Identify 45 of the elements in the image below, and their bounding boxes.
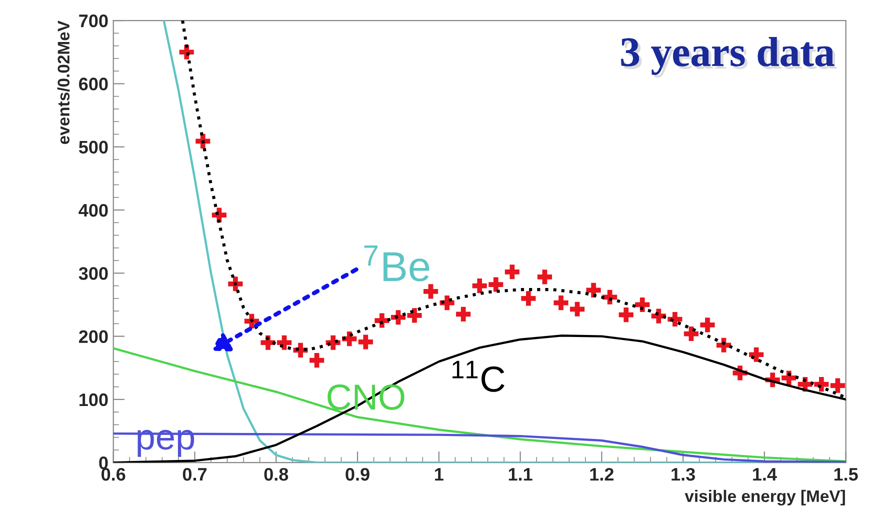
y-tick-label: 600 — [79, 78, 108, 90]
point — [684, 326, 698, 342]
y-tick-label: 300 — [78, 267, 108, 280]
point — [358, 334, 373, 350]
point — [423, 284, 438, 299]
y-axis-title: events/0.02MeV — [57, 20, 70, 144]
y-tick-label: 700 — [79, 14, 108, 28]
x-axis-title: visible energy [MeV] — [684, 490, 845, 506]
x-tick-label: 0.6 — [102, 468, 126, 481]
point — [504, 264, 520, 280]
x-tick-label: 1.2 — [590, 468, 614, 481]
point — [814, 377, 829, 392]
point — [276, 335, 292, 350]
point — [472, 278, 487, 294]
point — [310, 353, 324, 368]
y-tick-label: 100 — [80, 393, 108, 406]
y-tick-label: 0 — [99, 456, 108, 470]
y-tick-label: 200 — [79, 330, 108, 344]
x-tick-label: 0.9 — [346, 468, 370, 481]
point — [570, 302, 585, 316]
point — [554, 296, 568, 310]
point — [700, 318, 715, 332]
series-label: $^{11}$C — [452, 360, 504, 392]
x-tick-label: 1 — [435, 468, 444, 481]
x-tick-label: 1.4 — [753, 468, 777, 481]
y-tick-label: 500 — [78, 140, 108, 154]
x-tick-label: 0.8 — [264, 468, 288, 481]
point — [407, 308, 422, 323]
text: $^{7}$Be — [364, 246, 430, 282]
point — [537, 270, 552, 284]
point — [488, 277, 504, 292]
point — [618, 308, 634, 322]
y-tick-label: 400 — [78, 204, 108, 217]
point — [749, 347, 764, 362]
annotation: 3 years data — [621, 36, 837, 78]
point — [668, 312, 682, 327]
point — [586, 282, 601, 298]
x-tick-label: 0.7 — [182, 468, 207, 481]
point — [228, 276, 243, 292]
x-tick-label: 1.1 — [508, 468, 532, 481]
point — [521, 291, 536, 306]
x-tick-label: 1.5 — [834, 468, 858, 481]
point — [830, 378, 845, 393]
point — [456, 306, 471, 322]
x-tick-label: 1.3 — [672, 468, 695, 481]
